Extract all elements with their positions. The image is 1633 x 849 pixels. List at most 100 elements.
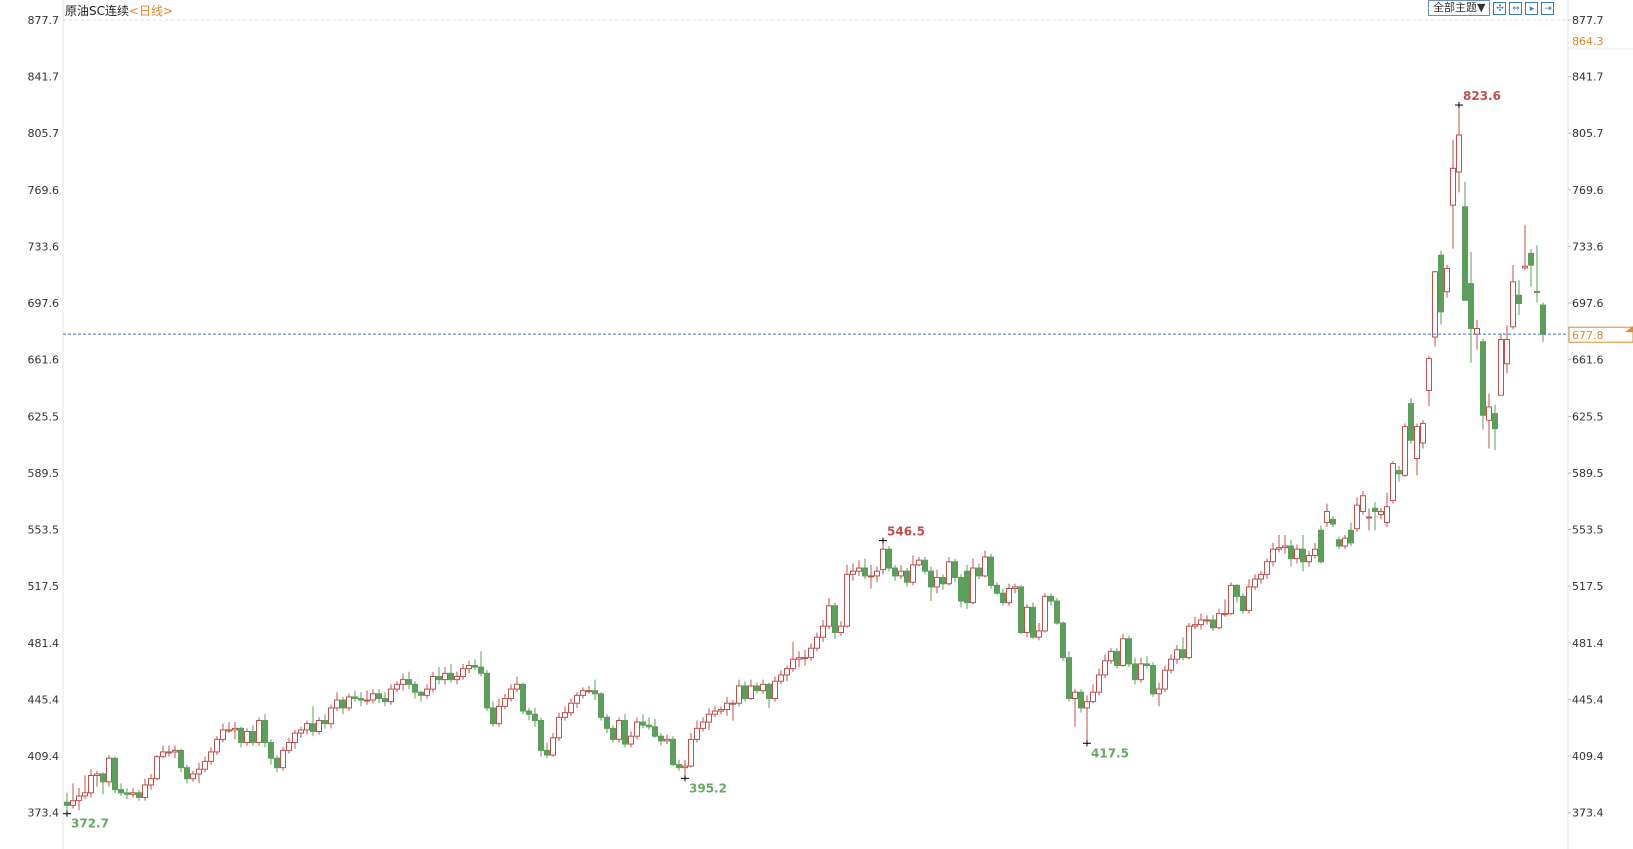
candle-body[interactable] bbox=[1072, 691, 1078, 699]
candle-body[interactable] bbox=[1342, 537, 1348, 547]
candle-body[interactable] bbox=[520, 683, 526, 712]
candle-body[interactable] bbox=[316, 719, 322, 733]
candle-body[interactable] bbox=[1216, 613, 1222, 629]
candle-body[interactable] bbox=[1066, 657, 1072, 699]
candle-body[interactable] bbox=[1150, 664, 1156, 695]
candle-body[interactable] bbox=[232, 727, 238, 731]
candle-body[interactable] bbox=[1402, 426, 1408, 476]
candle-body[interactable] bbox=[454, 675, 460, 681]
candle-body[interactable] bbox=[1390, 463, 1396, 501]
candle-body[interactable] bbox=[1450, 167, 1456, 206]
candle-body[interactable] bbox=[238, 727, 244, 744]
candle-body[interactable] bbox=[196, 768, 202, 775]
candle-body[interactable] bbox=[1414, 426, 1420, 459]
candle-body[interactable] bbox=[346, 696, 352, 709]
candle-body[interactable] bbox=[772, 680, 778, 699]
candle-body[interactable] bbox=[298, 729, 304, 734]
candle-body[interactable] bbox=[574, 694, 580, 704]
candle-body[interactable] bbox=[1456, 134, 1462, 173]
candle-body[interactable] bbox=[604, 716, 610, 729]
candle-body[interactable] bbox=[910, 564, 916, 583]
candle-body[interactable] bbox=[1258, 573, 1264, 580]
crosshair-icon[interactable]: ✣ bbox=[1493, 1, 1507, 15]
candle-body[interactable] bbox=[382, 697, 388, 703]
candle-body[interactable] bbox=[898, 570, 904, 577]
candle-body[interactable] bbox=[742, 685, 748, 699]
candle-body[interactable] bbox=[1522, 265, 1528, 269]
candle-body[interactable] bbox=[856, 567, 862, 572]
candle-body[interactable] bbox=[1030, 606, 1036, 638]
candle-body[interactable] bbox=[130, 792, 136, 795]
candle-body[interactable] bbox=[1330, 518, 1336, 525]
candle-body[interactable] bbox=[1132, 663, 1138, 681]
candle-body[interactable] bbox=[706, 713, 712, 723]
candle-body[interactable] bbox=[406, 679, 412, 685]
candle-body[interactable] bbox=[1474, 328, 1480, 335]
candle-body[interactable] bbox=[1426, 358, 1432, 391]
candle-body[interactable] bbox=[1360, 495, 1366, 512]
candle-body[interactable] bbox=[514, 683, 520, 690]
candle-body[interactable] bbox=[490, 707, 496, 725]
candle-body[interactable] bbox=[814, 636, 820, 649]
candle-body[interactable] bbox=[1198, 619, 1204, 626]
candle-body[interactable] bbox=[664, 738, 670, 742]
candle-body[interactable] bbox=[1480, 341, 1486, 416]
candle-body[interactable] bbox=[658, 735, 664, 742]
candle-body[interactable] bbox=[640, 721, 646, 726]
candle-body[interactable] bbox=[142, 784, 148, 799]
candle-body[interactable] bbox=[982, 556, 988, 577]
candle-body[interactable] bbox=[190, 773, 196, 780]
candle-body[interactable] bbox=[394, 683, 400, 690]
candle-body[interactable] bbox=[334, 699, 340, 709]
candle-body[interactable] bbox=[538, 719, 544, 751]
candle-body[interactable] bbox=[1438, 254, 1444, 313]
candle-body[interactable] bbox=[244, 731, 250, 744]
candle-body[interactable] bbox=[1024, 606, 1030, 633]
candle-body[interactable] bbox=[280, 749, 286, 769]
candle-body[interactable] bbox=[1144, 663, 1150, 666]
candle-body[interactable] bbox=[850, 570, 856, 575]
candle-body[interactable] bbox=[106, 757, 112, 783]
candle-body[interactable] bbox=[556, 716, 562, 739]
candle-body[interactable] bbox=[118, 789, 124, 794]
candle-body[interactable] bbox=[1432, 271, 1438, 338]
candle-body[interactable] bbox=[358, 697, 364, 701]
candle-body[interactable] bbox=[1114, 650, 1120, 666]
candle-body[interactable] bbox=[478, 666, 484, 674]
zoom-range-icon[interactable]: ⇔ bbox=[1509, 1, 1523, 15]
candle-body[interactable] bbox=[784, 668, 790, 676]
candle-body[interactable] bbox=[586, 690, 592, 693]
candle-body[interactable] bbox=[1012, 586, 1018, 589]
candle-body[interactable] bbox=[1354, 504, 1360, 530]
candle-body[interactable] bbox=[826, 605, 832, 627]
candle-body[interactable] bbox=[256, 719, 262, 744]
candle-body[interactable] bbox=[184, 767, 190, 780]
candle-body[interactable] bbox=[838, 625, 844, 633]
candle-body[interactable] bbox=[1486, 406, 1492, 421]
candle-body[interactable] bbox=[76, 795, 82, 802]
candle-body[interactable] bbox=[1312, 548, 1318, 556]
candle-body[interactable] bbox=[1210, 619, 1216, 629]
candle-body[interactable] bbox=[994, 584, 1000, 594]
candle-body[interactable] bbox=[922, 559, 928, 572]
candle-body[interactable] bbox=[1534, 290, 1540, 293]
candle-body[interactable] bbox=[880, 548, 886, 571]
candle-body[interactable] bbox=[1540, 304, 1546, 335]
candle-body[interactable] bbox=[1510, 281, 1516, 328]
period-selector[interactable]: <日线> bbox=[129, 4, 174, 18]
candle-body[interactable] bbox=[1306, 554, 1312, 563]
candle-body[interactable] bbox=[508, 688, 514, 699]
candle-body[interactable] bbox=[718, 708, 724, 712]
candle-body[interactable] bbox=[1120, 638, 1126, 666]
candle-body[interactable] bbox=[1174, 649, 1180, 660]
play-step-icon[interactable]: ▸ bbox=[1525, 1, 1539, 15]
candle-body[interactable] bbox=[940, 576, 946, 585]
candle-body[interactable] bbox=[1018, 586, 1024, 633]
candle-body[interactable] bbox=[136, 792, 142, 799]
candle-body[interactable] bbox=[682, 765, 688, 769]
candle-body[interactable] bbox=[1036, 630, 1042, 638]
candle-body[interactable] bbox=[1366, 516, 1372, 519]
candle-body[interactable] bbox=[364, 699, 370, 702]
candle-body[interactable] bbox=[1126, 638, 1132, 665]
candle-body[interactable] bbox=[532, 713, 538, 721]
